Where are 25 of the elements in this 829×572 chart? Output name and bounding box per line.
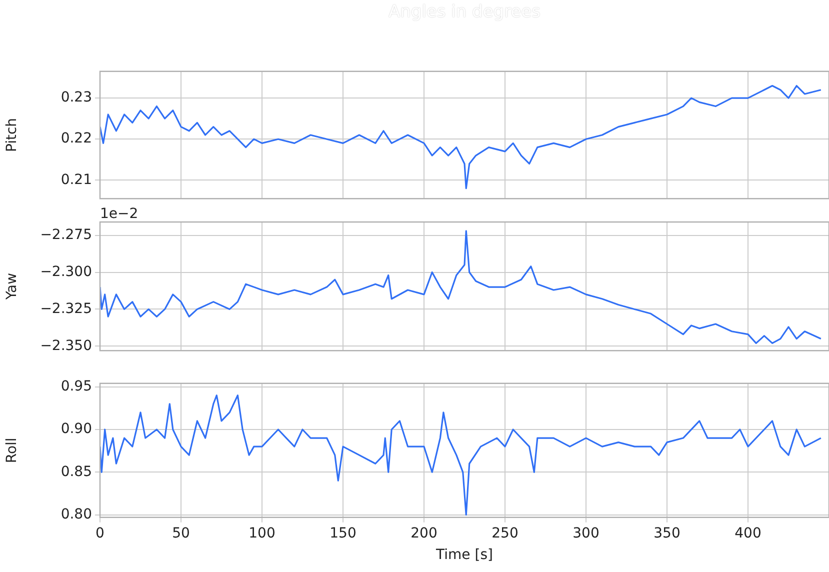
y-tick-label: 0.21: [60, 172, 92, 188]
y-tick-label: −2.350: [40, 338, 92, 354]
x-tick-label: 100: [248, 525, 276, 542]
y-tick-label: 0.90: [60, 421, 92, 438]
y-tick-label: 0.22: [60, 130, 92, 147]
text: 1e−2: [100, 206, 138, 222]
x-tick-label: 50: [172, 525, 190, 542]
y-tick-label: 0.85: [60, 464, 92, 480]
y-tick-label: −2.325: [40, 300, 92, 317]
y-tick-label: −2.275: [40, 226, 92, 243]
x-tick-label: 350: [654, 525, 680, 542]
x-tick-label: 250: [492, 525, 518, 542]
x-tick-label: 400: [734, 525, 762, 542]
x-tick-label: 150: [330, 525, 356, 542]
y-tick-label: −2.300: [40, 264, 92, 280]
y-axis-title: Pitch: [4, 118, 20, 152]
y-axis-title: Roll: [4, 438, 20, 464]
x-tick-label: 200: [410, 525, 438, 542]
x-axis-title: Time [s]: [435, 547, 493, 564]
y-tick-label: 0.80: [60, 506, 92, 522]
y-tick-label: 0.95: [60, 378, 92, 394]
y-tick-label: 0.23: [60, 90, 92, 106]
x-tick-label: 0: [96, 525, 104, 542]
y-axis-title: Yaw: [4, 272, 20, 301]
x-tick-label: 300: [572, 525, 600, 542]
